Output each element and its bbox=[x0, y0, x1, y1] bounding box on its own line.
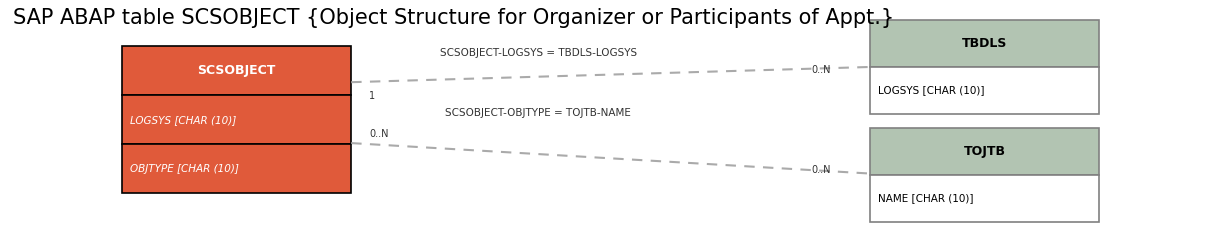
Text: SAP ABAP table SCSOBJECT {Object Structure for Organizer or Participants of Appt: SAP ABAP table SCSOBJECT {Object Structu… bbox=[13, 9, 895, 28]
Text: LOGSYS [CHAR (10)]: LOGSYS [CHAR (10)] bbox=[878, 85, 985, 96]
Text: LOGSYS [CHAR (10)]: LOGSYS [CHAR (10)] bbox=[131, 115, 237, 125]
Text: 0..N: 0..N bbox=[811, 164, 832, 175]
Text: NAME [CHAR (10)]: NAME [CHAR (10)] bbox=[878, 193, 973, 203]
FancyBboxPatch shape bbox=[869, 128, 1099, 175]
FancyBboxPatch shape bbox=[869, 175, 1099, 222]
FancyBboxPatch shape bbox=[869, 20, 1099, 67]
Text: SCSOBJECT-LOGSYS = TBDLS-LOGSYS: SCSOBJECT-LOGSYS = TBDLS-LOGSYS bbox=[440, 48, 637, 58]
FancyBboxPatch shape bbox=[122, 144, 351, 193]
FancyBboxPatch shape bbox=[122, 95, 351, 144]
Text: 1: 1 bbox=[369, 91, 376, 101]
Text: OBJTYPE [CHAR (10)]: OBJTYPE [CHAR (10)] bbox=[131, 164, 239, 174]
Text: TBDLS: TBDLS bbox=[962, 37, 1007, 50]
FancyBboxPatch shape bbox=[869, 67, 1099, 114]
Text: 0..N: 0..N bbox=[811, 65, 832, 75]
Text: 0..N: 0..N bbox=[369, 129, 389, 139]
Text: SCSOBJECT-OBJTYPE = TOJTB-NAME: SCSOBJECT-OBJTYPE = TOJTB-NAME bbox=[445, 109, 631, 118]
Text: SCSOBJECT: SCSOBJECT bbox=[197, 64, 276, 77]
FancyBboxPatch shape bbox=[122, 46, 351, 95]
Text: TOJTB: TOJTB bbox=[964, 145, 1006, 158]
